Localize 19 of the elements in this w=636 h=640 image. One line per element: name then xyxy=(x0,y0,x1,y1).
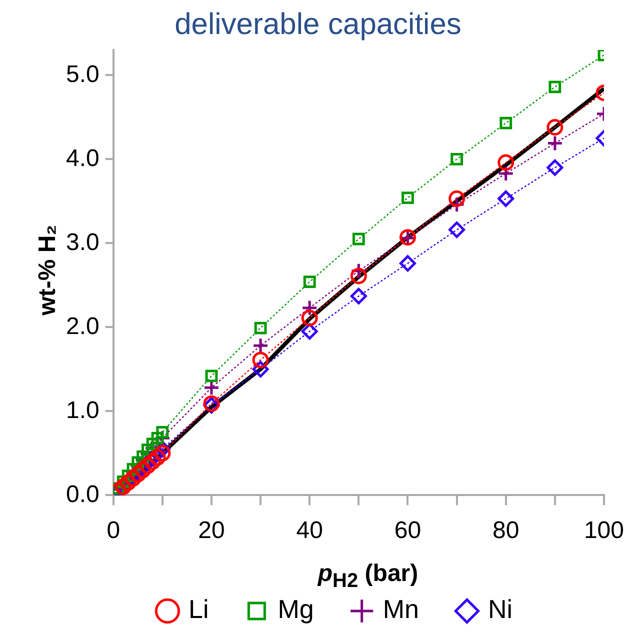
x-tick-label: 40 xyxy=(296,517,323,544)
x-tick-label: 60 xyxy=(394,517,422,544)
y-tick-label: 2.0 xyxy=(66,312,100,340)
x-tick-label: 80 xyxy=(492,517,520,544)
legend-label: Ni xyxy=(488,594,513,624)
legend-label: Mg xyxy=(278,594,314,624)
y-tick-label: 1.0 xyxy=(66,396,100,424)
chart-title: deliverable capacities xyxy=(174,8,462,42)
x-tick-label: 100 xyxy=(584,517,624,544)
y-tick-label: 3.0 xyxy=(66,228,100,256)
y-tick-label: 0.0 xyxy=(66,480,100,508)
y-tick-label: 4.0 xyxy=(66,144,100,172)
y-axis-title: wt-% H₂ xyxy=(34,224,62,316)
x-tick-label: 20 xyxy=(198,517,225,544)
x-tick-label: 0 xyxy=(106,517,120,544)
x-axis-title: p$_{H2}$ (bar) xyxy=(316,560,420,593)
y-tick-label: 5.0 xyxy=(66,60,100,88)
legend-label: Mn xyxy=(382,594,419,624)
legend-label: Li xyxy=(188,594,209,624)
